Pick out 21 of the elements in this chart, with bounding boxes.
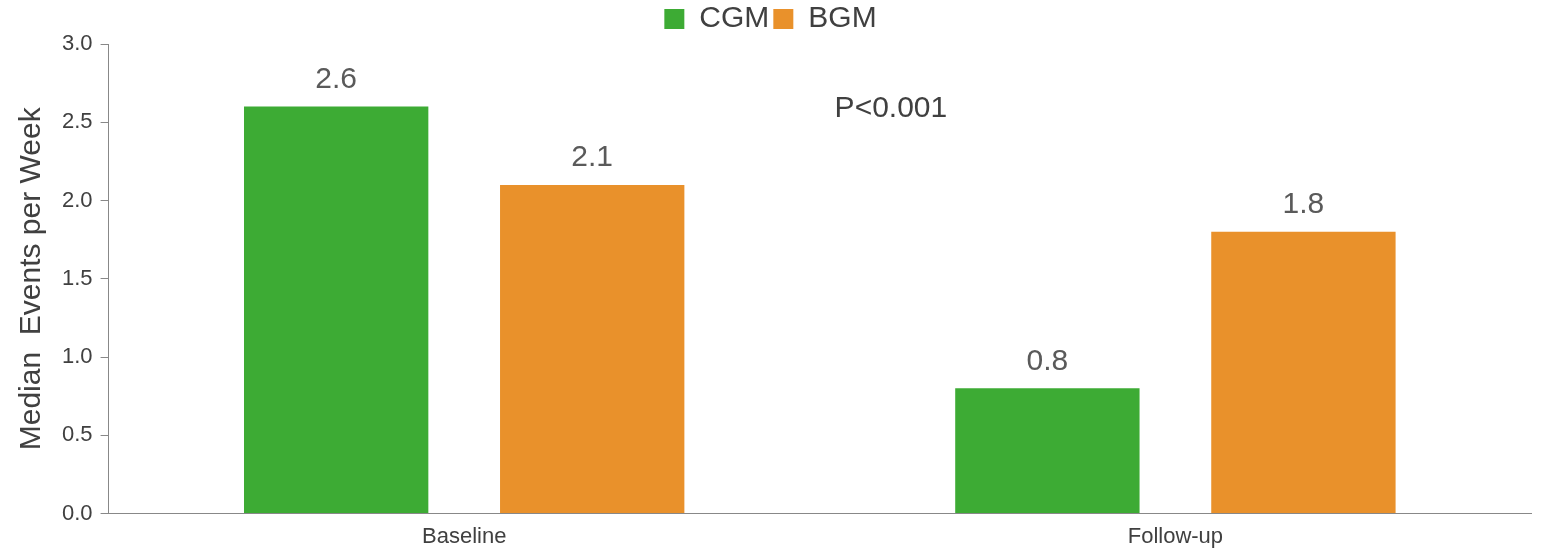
x-tick-label: Baseline — [421, 522, 507, 548]
bar — [500, 184, 685, 514]
y-tick-label: 2.0 — [61, 186, 93, 212]
data-label: 1.8 — [1282, 186, 1325, 220]
y-tick-label: 1.5 — [61, 264, 93, 290]
y-tick-label: 0.5 — [61, 421, 93, 447]
y-tick-label: 1.0 — [61, 343, 93, 369]
bar — [1211, 231, 1396, 514]
y-tick-label: 2.5 — [61, 108, 93, 134]
legend-label: CGM — [699, 0, 770, 34]
y-tick-label: 0.0 — [61, 499, 93, 525]
data-label: 0.8 — [1026, 342, 1069, 376]
bar — [955, 388, 1140, 514]
data-label: 2.1 — [571, 139, 614, 173]
bar — [244, 106, 429, 514]
x-tick-label: Follow-up — [1127, 522, 1224, 548]
legend-label: BGM — [808, 0, 877, 34]
data-label: 2.6 — [315, 60, 358, 94]
y-tick-label: 3.0 — [61, 30, 93, 56]
annotation: P<0.001 — [834, 90, 948, 124]
y-axis-title: Median Events per Week — [13, 106, 47, 451]
